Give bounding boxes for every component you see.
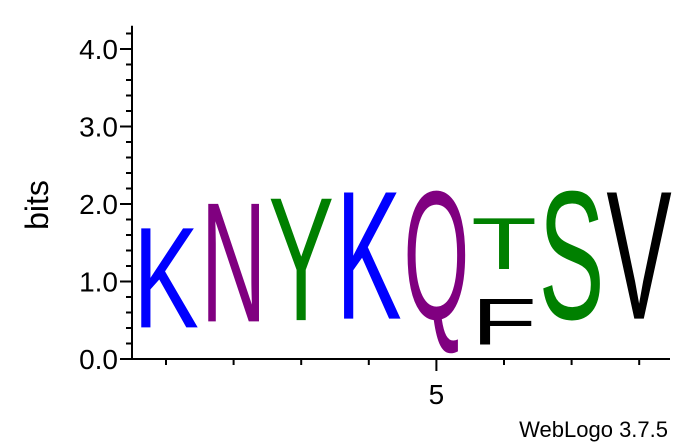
y-tick-label: 4.0 [79, 34, 118, 65]
y-tick-label: 3.0 [79, 112, 118, 143]
logo-letter-t: T [471, 204, 537, 285]
logo-letter-q: Q [404, 154, 470, 358]
logo-letter-y: Y [268, 162, 334, 358]
weblogo-credit: WebLogo 3.7.5 [519, 417, 668, 442]
x-axis: 5 [132, 358, 670, 410]
logo-letter-v: V [606, 154, 671, 359]
y-tick-label: 0.0 [79, 344, 118, 375]
y-axis-label: bits [19, 180, 55, 230]
y-tick-label: 1.0 [79, 267, 118, 298]
logo-letter-n: N [201, 168, 267, 359]
logo-letter-k: K [336, 154, 402, 358]
letter-stacks: K N Y K Q FT S V [133, 154, 671, 359]
y-tick-label: 2.0 [79, 189, 118, 220]
logo-letter-f: F [471, 285, 537, 359]
logo-letter-s: S [539, 154, 605, 358]
logo-letter-k: K [133, 198, 199, 359]
x-tick-label: 5 [429, 379, 445, 410]
y-axis: 0.0 1.0 2.0 3.0 4.0 [79, 25, 133, 375]
